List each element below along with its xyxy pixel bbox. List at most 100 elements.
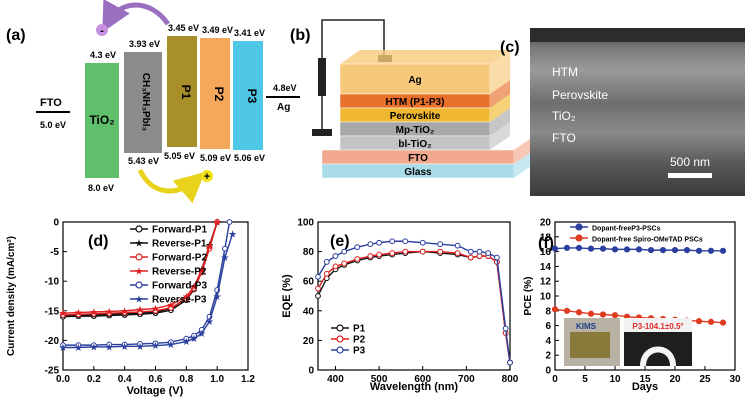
contact-angle-caption-bg [624, 318, 692, 332]
data-point [611, 246, 619, 253]
sem-label-htm: HTM [552, 65, 578, 79]
legend-marker: ★ [135, 267, 144, 278]
legend-label: P1 [353, 324, 366, 335]
layer-side-face [514, 150, 534, 178]
data-point [402, 248, 409, 255]
layer-side-face [490, 108, 510, 136]
series-line [317, 240, 511, 363]
panel-b-label: (b) [290, 27, 310, 44]
data-point: ★ [205, 317, 214, 328]
data-point: ★ [151, 341, 160, 352]
data-point [341, 248, 348, 255]
series-line [317, 250, 511, 363]
p3-top-energy: 3.41 eV [234, 28, 265, 38]
data-point [647, 247, 655, 254]
data-point: ★ [213, 218, 222, 229]
tio2-top-energy: 4.3 eV [90, 50, 116, 60]
tio2-band [85, 63, 119, 178]
data-point: ★ [89, 307, 98, 318]
series-line [63, 233, 234, 349]
layer-side-face [490, 94, 510, 122]
data-point [659, 247, 667, 254]
layer-label: Mp-TiO₂ [396, 125, 435, 136]
panel-c: (c) HTM Perovskite TiO₂ FTO 500 nm [500, 28, 745, 196]
electron-transfer-arrow [102, 0, 171, 33]
data-point [376, 239, 382, 246]
p2-bottom-energy: 5.09 eV [200, 153, 231, 163]
legend-label: Forward-P2 [152, 253, 207, 264]
data-point: ★ [105, 307, 114, 318]
contact-angle-caption: P3-104.1±0.5° [632, 322, 683, 331]
layer-label: HTM (P1-P3) [386, 97, 445, 108]
legend-label: Reverse-P2 [152, 267, 207, 278]
data-point [323, 259, 330, 265]
y-tick-label: 8 [545, 306, 551, 317]
data-point [419, 239, 426, 246]
data-point [367, 253, 374, 259]
pce-xlabel: Days [632, 381, 658, 393]
data-point [683, 247, 691, 254]
data-point [502, 325, 509, 332]
data-point [635, 246, 643, 253]
data-point [437, 241, 444, 248]
sem-top-edge [530, 28, 745, 42]
data-point [354, 244, 361, 251]
data-point [507, 359, 513, 366]
sem-label-fto: FTO [552, 131, 576, 145]
x-tick-label: 1.2 [241, 374, 255, 385]
data-point [354, 256, 361, 262]
anode-contact [312, 129, 332, 136]
data-point: ★ [220, 253, 229, 264]
data-point: ★ [74, 308, 83, 319]
perovskite-band [124, 52, 162, 153]
data-point [707, 318, 715, 325]
legend-label: Dopant-freeP3-PSCs [592, 226, 661, 233]
ag-label: Ag [277, 102, 290, 113]
data-point: ★ [190, 282, 199, 293]
x-tick-label: 5 [582, 374, 588, 385]
layer-label: FTO [408, 153, 428, 164]
layer-top-face [340, 50, 510, 64]
p3-bottom-energy: 5.06 eV [234, 153, 265, 163]
data-point [437, 248, 444, 255]
hole-icon [201, 170, 213, 182]
y-tick-label: 40 [303, 306, 315, 317]
electron-icon [96, 24, 108, 36]
legend-marker [575, 223, 583, 231]
legend-marker [135, 225, 143, 233]
data-point: ★ [151, 304, 160, 315]
data-point [467, 248, 474, 255]
legend-label: P3 [353, 346, 366, 357]
hole-sign: + [204, 171, 210, 183]
data-point [419, 248, 426, 255]
data-point [563, 307, 571, 314]
ag-energy: 4.8eV [273, 83, 297, 93]
p2-top-energy: 3.49 eV [202, 25, 233, 35]
data-point: ★ [59, 343, 68, 354]
fto-label: FTO [40, 97, 62, 109]
sem-label-perovskite: Perovskite [552, 88, 608, 102]
data-point [389, 238, 396, 245]
y-tick-label: -5 [50, 247, 59, 258]
data-point [454, 242, 461, 249]
data-point [494, 254, 500, 261]
eqe-ylabel: EQE (%) [281, 274, 293, 318]
y-tick-label: 14 [540, 262, 552, 273]
layer-side-face [490, 50, 510, 94]
eqe-xlabel: Wavelength (nm) [370, 381, 459, 393]
data-point: ★ [182, 337, 191, 348]
layer-label: Perovskite [390, 111, 441, 122]
data-point: ★ [120, 306, 129, 317]
y-tick-label: 6 [545, 321, 551, 332]
legend-marker: ★ [135, 295, 144, 306]
y-tick-label: 60 [303, 277, 315, 288]
panel-a-label: (a) [6, 27, 26, 44]
legend-marker [135, 253, 143, 261]
electron-sign: - [100, 25, 104, 37]
x-tick-label: 500 [371, 374, 388, 385]
legend-label: Forward-P1 [152, 225, 207, 236]
y-tick-label: 20 [303, 336, 315, 347]
x-tick-label: 20 [669, 374, 681, 385]
data-point [402, 238, 409, 245]
